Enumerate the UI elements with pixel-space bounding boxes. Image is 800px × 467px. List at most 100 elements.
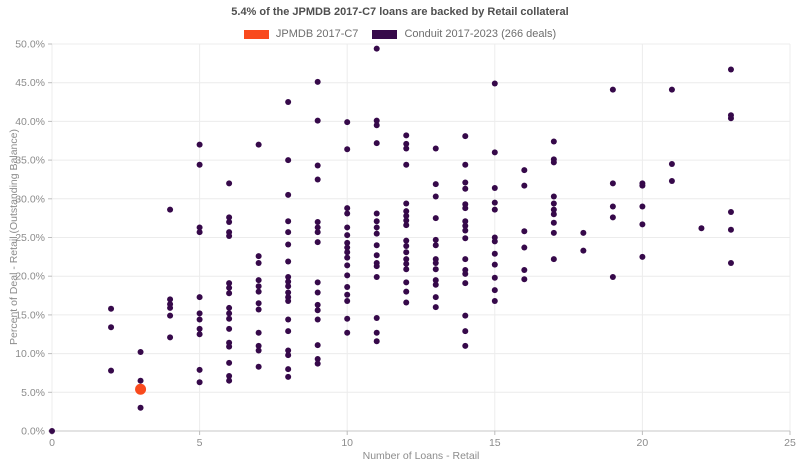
conduit-point (344, 232, 351, 239)
conduit-point (344, 249, 351, 256)
conduit-point (285, 157, 292, 164)
conduit-point (373, 252, 380, 259)
conduit-point (344, 210, 351, 217)
conduit-point (196, 331, 203, 338)
conduit-point (314, 229, 321, 236)
conduit-point (285, 297, 292, 304)
conduit-point (462, 280, 469, 287)
conduit-point (491, 250, 498, 257)
conduit-point (167, 334, 174, 341)
conduit-point (314, 289, 321, 296)
conduit-point (314, 356, 321, 363)
y-tick-label: 10.0% (15, 348, 45, 360)
conduit-point (550, 138, 557, 145)
conduit-point (255, 253, 262, 260)
conduit-point (403, 145, 410, 152)
conduit-point (255, 300, 262, 307)
conduit-point (521, 267, 528, 274)
conduit-point (727, 208, 734, 215)
conduit-point (491, 206, 498, 213)
conduit-point (639, 203, 646, 210)
conduit-point (373, 210, 380, 217)
conduit-point (344, 224, 351, 231)
y-tick-label: 30.0% (15, 193, 45, 205)
x-tick-label: 5 (197, 437, 203, 449)
y-axis-title: Percent of Deal - Retail (Outstanding Ba… (8, 129, 20, 345)
conduit-point (403, 299, 410, 306)
conduit-point (167, 206, 174, 213)
conduit-point (580, 247, 587, 254)
conduit-point (521, 228, 528, 235)
conduit-point (226, 304, 233, 311)
conduit-point (314, 316, 321, 323)
conduit-point (432, 215, 439, 222)
conduit-point (226, 325, 233, 332)
conduit-point (462, 222, 469, 229)
conduit-swatch (372, 29, 398, 39)
conduit-point (550, 200, 557, 207)
conduit-point (727, 226, 734, 233)
conduit-point (255, 347, 262, 354)
conduit-point (491, 274, 498, 281)
conduit-point (285, 352, 292, 359)
conduit-point (108, 367, 115, 374)
conduit-point (314, 219, 321, 226)
conduit-point (403, 256, 410, 263)
conduit-point (196, 294, 203, 301)
conduit-point (196, 141, 203, 148)
y-tick-label: 45.0% (15, 77, 45, 89)
conduit-point (285, 241, 292, 248)
conduit-point (521, 276, 528, 283)
conduit-point (137, 404, 144, 411)
conduit-point (373, 314, 380, 321)
conduit-point (462, 205, 469, 212)
y-tick-label: 50.0% (15, 39, 45, 51)
conduit-point (226, 377, 233, 384)
conduit-point (521, 244, 528, 251)
conduit-point (314, 279, 321, 286)
conduit-point (226, 232, 233, 239)
conduit-point (639, 253, 646, 260)
conduit-point (373, 263, 380, 270)
conduit-point (196, 229, 203, 236)
conduit-point (403, 140, 410, 147)
conduit-point (344, 315, 351, 322)
conduit-point (344, 146, 351, 153)
conduit-point (668, 177, 675, 184)
y-tick-label: 25.0% (15, 232, 45, 244)
y-tick-label: 0.0% (21, 426, 45, 438)
conduit-point (491, 80, 498, 87)
conduit-point (432, 193, 439, 200)
conduit-point (521, 167, 528, 174)
conduit-point (462, 256, 469, 263)
conduit-point (373, 140, 380, 147)
conduit-point (403, 200, 410, 207)
conduit-point (314, 342, 321, 349)
conduit-point (491, 184, 498, 191)
conduit-point (344, 329, 351, 336)
conduit-point (432, 236, 439, 243)
conduit-point (373, 218, 380, 225)
conduit-point (226, 180, 233, 187)
conduit-point (403, 222, 410, 229)
conduit-point (167, 312, 174, 319)
conduit-point (314, 117, 321, 124)
conduit-point (609, 180, 616, 187)
conduit-point (432, 277, 439, 284)
conduit-point (285, 347, 292, 354)
y-tick-label: 40.0% (15, 116, 45, 128)
conduit-point (550, 256, 557, 263)
legend: JPMDB 2017-C7 Conduit 2017-2023 (266 dea… (0, 27, 800, 41)
conduit-point (226, 214, 233, 221)
conduit-point (432, 294, 439, 301)
conduit-point (137, 349, 144, 356)
conduit-point (344, 262, 351, 269)
conduit-point (226, 284, 233, 291)
conduit-point (550, 211, 557, 218)
conduit-point (344, 239, 351, 246)
conduit-point (403, 132, 410, 139)
conduit-point (373, 329, 380, 336)
conduit-point (314, 307, 321, 314)
conduit-point (285, 99, 292, 106)
